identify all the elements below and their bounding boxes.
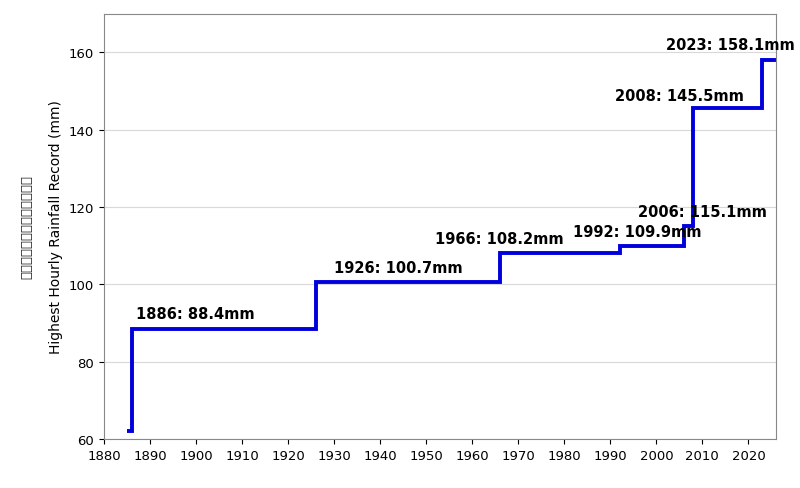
Text: 最高一小時雨量紀錄（毫米）: 最高一小時雨量紀錄（毫米）	[20, 175, 34, 279]
Text: 1992: 109.9mm: 1992: 109.9mm	[574, 224, 702, 240]
Text: 1886: 88.4mm: 1886: 88.4mm	[136, 306, 255, 322]
Text: 1966: 108.2mm: 1966: 108.2mm	[435, 231, 564, 246]
Y-axis label: Highest Hourly Rainfall Record (mm): Highest Hourly Rainfall Record (mm)	[50, 100, 63, 354]
Text: 2006: 115.1mm: 2006: 115.1mm	[638, 204, 766, 219]
Text: 2023: 158.1mm: 2023: 158.1mm	[666, 38, 794, 53]
Text: 1926: 100.7mm: 1926: 100.7mm	[334, 260, 462, 275]
Text: 2008: 145.5mm: 2008: 145.5mm	[615, 88, 744, 103]
